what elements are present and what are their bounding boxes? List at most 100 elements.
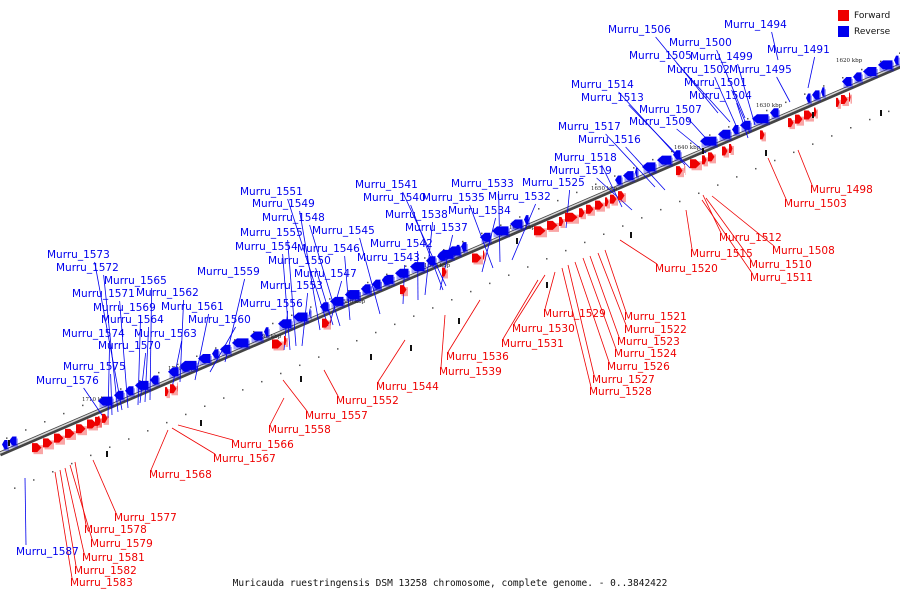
gene-label-murru-1583[interactable]: Murru_1583	[70, 577, 133, 589]
gene-label-murru-1520[interactable]: Murru_1520	[655, 263, 718, 275]
reverse-gene-feature[interactable]	[642, 162, 657, 174]
gene-label-murru-1538[interactable]: Murru_1538	[385, 209, 448, 221]
gene-label-murru-1503[interactable]: Murru_1503	[784, 198, 847, 210]
gene-label-murru-1504[interactable]: Murru_1504	[689, 90, 752, 102]
forward-gene-feature[interactable]	[836, 97, 841, 109]
gene-label-murru-1517[interactable]: Murru_1517	[558, 121, 621, 133]
reverse-gene-feature[interactable]	[623, 171, 635, 183]
reverse-gene-feature[interactable]	[278, 319, 293, 331]
forward-gene-feature[interactable]	[330, 316, 332, 326]
gene-label-murru-1541[interactable]: Murru_1541	[355, 179, 418, 191]
forward-gene-feature[interactable]	[547, 220, 559, 232]
reverse-gene-feature[interactable]	[455, 244, 461, 256]
forward-gene-feature[interactable]	[595, 200, 605, 212]
reverse-gene-feature[interactable]	[426, 256, 437, 268]
reverse-gene-feature[interactable]	[125, 386, 135, 398]
gene-label-murru-1522[interactable]: Murru_1522	[624, 324, 687, 336]
reverse-gene-feature[interactable]	[740, 120, 752, 132]
reverse-gene-feature[interactable]	[524, 215, 530, 227]
forward-gene-feature[interactable]	[610, 194, 618, 206]
gene-label-murru-1547[interactable]: Murru_1547	[294, 268, 357, 280]
forward-gene-feature[interactable]	[760, 130, 766, 142]
gene-label-murru-1491[interactable]: Murru_1491	[767, 44, 830, 56]
forward-gene-feature[interactable]	[795, 114, 804, 126]
reverse-gene-feature[interactable]	[853, 72, 863, 84]
reverse-gene-feature[interactable]	[842, 76, 853, 88]
forward-gene-feature[interactable]	[95, 416, 102, 428]
forward-gene-feature[interactable]	[702, 155, 708, 167]
gene-label-murru-1558[interactable]: Murru_1558	[268, 424, 331, 436]
forward-gene-feature[interactable]	[170, 384, 178, 396]
gene-label-murru-1502[interactable]: Murru_1502	[667, 64, 730, 76]
forward-gene-feature[interactable]	[483, 250, 486, 262]
forward-gene-feature[interactable]	[579, 208, 586, 220]
gene-label-murru-1568[interactable]: Murru_1568	[149, 469, 212, 481]
reverse-gene-feature[interactable]	[220, 344, 232, 356]
reverse-gene-feature[interactable]	[382, 274, 395, 286]
gene-label-murru-1505[interactable]: Murru_1505	[629, 50, 692, 62]
gene-label-murru-1533[interactable]: Murru_1533	[451, 178, 514, 190]
gene-label-murru-1509[interactable]: Murru_1509	[629, 116, 692, 128]
reverse-gene-feature[interactable]	[98, 396, 114, 408]
gene-label-murru-1549[interactable]: Murru_1549	[252, 198, 315, 210]
gene-label-murru-1566[interactable]: Murru_1566	[231, 439, 294, 451]
forward-gene-feature[interactable]	[54, 433, 65, 445]
gene-label-murru-1515[interactable]: Murru_1515	[690, 248, 753, 260]
gene-label-murru-1537[interactable]: Murru_1537	[405, 222, 468, 234]
reverse-gene-feature[interactable]	[510, 219, 524, 231]
gene-label-murru-1574[interactable]: Murru_1574	[62, 328, 125, 340]
reverse-gene-feature[interactable]	[395, 268, 410, 280]
gene-label-murru-1526[interactable]: Murru_1526	[607, 361, 670, 373]
forward-gene-feature[interactable]	[841, 95, 849, 107]
gene-label-murru-1501[interactable]: Murru_1501	[684, 77, 747, 89]
gene-label-murru-1513[interactable]: Murru_1513	[581, 92, 644, 104]
forward-gene-feature[interactable]	[722, 146, 729, 158]
reverse-gene-feature[interactable]	[770, 108, 780, 120]
forward-gene-feature[interactable]	[565, 212, 579, 224]
gene-label-murru-1540[interactable]: Murru_1540	[363, 192, 426, 204]
forward-gene-feature[interactable]	[804, 110, 814, 122]
forward-gene-feature[interactable]	[849, 92, 852, 104]
reverse-gene-feature[interactable]	[863, 67, 878, 79]
forward-gene-feature[interactable]	[684, 164, 686, 176]
gene-label-murru-1575[interactable]: Murru_1575	[63, 361, 126, 373]
reverse-gene-feature[interactable]	[212, 349, 220, 361]
reverse-gene-feature[interactable]	[410, 262, 426, 274]
forward-gene-feature[interactable]	[676, 166, 684, 178]
reverse-gene-feature[interactable]	[732, 125, 740, 137]
forward-gene-feature[interactable]	[559, 217, 565, 229]
reverse-gene-feature[interactable]	[293, 312, 309, 324]
forward-gene-feature[interactable]	[87, 419, 98, 431]
forward-gene-feature[interactable]	[165, 387, 170, 399]
reverse-gene-feature[interactable]	[461, 242, 468, 254]
gene-label-murru-1579[interactable]: Murru_1579	[90, 538, 153, 550]
gene-label-murru-1548[interactable]: Murru_1548	[262, 212, 325, 224]
gene-label-murru-1577[interactable]: Murru_1577	[114, 512, 177, 524]
forward-gene-feature[interactable]	[708, 152, 716, 164]
reverse-gene-feature[interactable]	[372, 279, 382, 291]
gene-label-murru-1545[interactable]: Murru_1545	[312, 225, 375, 237]
gene-label-murru-1506[interactable]: Murru_1506	[608, 24, 671, 36]
forward-gene-feature[interactable]	[32, 443, 43, 455]
forward-gene-feature[interactable]	[605, 197, 610, 209]
reverse-gene-feature[interactable]	[821, 87, 826, 99]
reverse-gene-feature[interactable]	[9, 436, 18, 448]
gene-label-murru-1512[interactable]: Murru_1512	[719, 232, 782, 244]
reverse-gene-feature[interactable]	[812, 90, 821, 102]
gene-label-murru-1519[interactable]: Murru_1519	[549, 165, 612, 177]
gene-label-murru-1498[interactable]: Murru_1498	[810, 184, 873, 196]
reverse-gene-feature[interactable]	[150, 375, 160, 387]
gene-label-murru-1550[interactable]: Murru_1550	[268, 255, 331, 267]
reverse-gene-feature[interactable]	[361, 284, 372, 296]
gene-label-murru-1500[interactable]: Murru_1500	[669, 37, 732, 49]
gene-label-murru-1542[interactable]: Murru_1542	[370, 238, 433, 250]
reverse-gene-feature[interactable]	[114, 390, 125, 402]
gene-label-murru-1546[interactable]: Murru_1546	[297, 243, 360, 255]
reverse-gene-feature[interactable]	[168, 367, 180, 379]
gene-label-murru-1516[interactable]: Murru_1516	[578, 134, 641, 146]
gene-label-murru-1544[interactable]: Murru_1544	[376, 381, 439, 393]
gene-label-murru-1508[interactable]: Murru_1508	[772, 245, 835, 257]
gene-label-murru-1534[interactable]: Murru_1534	[448, 205, 511, 217]
reverse-gene-feature[interactable]	[700, 136, 718, 148]
gene-label-murru-1573[interactable]: Murru_1573	[47, 249, 110, 261]
